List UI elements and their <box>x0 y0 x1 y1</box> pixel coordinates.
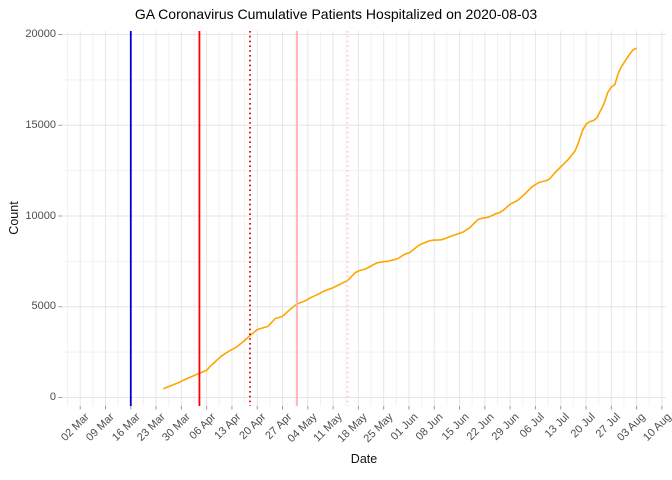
y-tick-label: 20000 <box>25 28 56 40</box>
y-axis-title: Count <box>7 201 21 235</box>
y-tick-label: 10000 <box>25 209 56 222</box>
x-axis-title: Date <box>350 452 378 466</box>
y-tick-label: 15000 <box>25 118 56 131</box>
y-tick-label: 5000 <box>31 300 56 313</box>
y-tick-label: 0 <box>49 391 56 403</box>
hospitalized-cumulative-line <box>162 47 637 390</box>
chart-title: GA Coronavirus Cumulative Patients Hospi… <box>134 6 538 22</box>
